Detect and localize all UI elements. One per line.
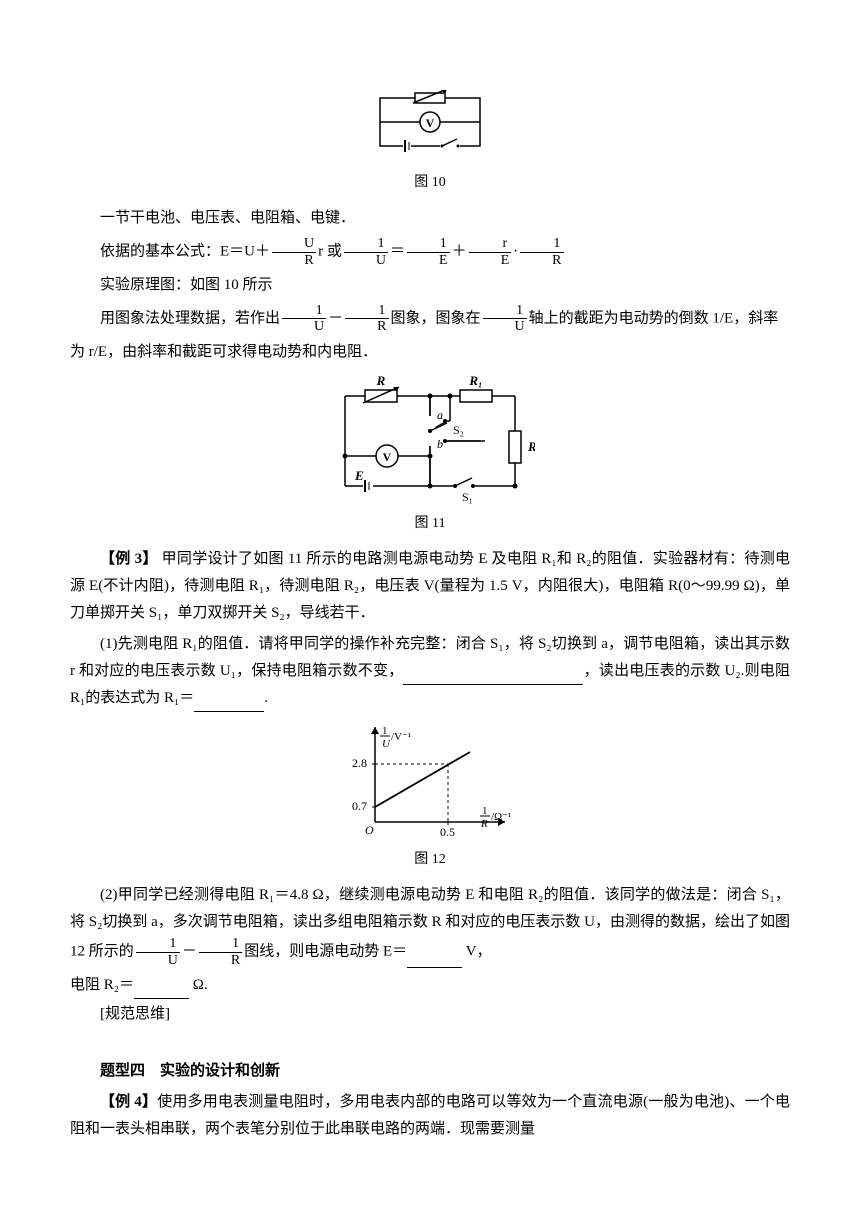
page-content: V 图 10 一节干电池、电压表、电阻箱、电键． 依据的基本公式：E＝U＋URr… — [70, 90, 790, 1143]
figure-10: V 图 10 — [70, 90, 790, 195]
svg-text:R: R — [376, 376, 386, 388]
blank-3 — [407, 950, 462, 968]
text-line2: 依据的基本公式：E＝U＋URr 或1U＝1E＋rE·1R — [70, 236, 790, 268]
svg-text:/V⁻¹: /V⁻¹ — [391, 731, 411, 743]
svg-text:O: O — [365, 823, 374, 837]
svg-text:U: U — [382, 738, 391, 750]
example3-text: 【例 3】 甲同学设计了如图 11 所示的电路测电源电动势 E 及电阻 R₁和 … — [70, 546, 790, 627]
q2-text: (2)甲同学已经测得电阻 R₁＝4.8 Ω，继续测电源电动势 E 和电阻 R₂的… — [70, 882, 790, 968]
note: [规范思维] — [70, 1001, 790, 1028]
svg-text:a: a — [437, 408, 443, 422]
svg-text:S₁: S₁ — [462, 490, 473, 504]
blank-1 — [403, 667, 583, 685]
example3-q1: (1)先测电阻 R₁的阻值．请将甲同学的操作补充完整：闭合 S₁，将 S₂切换到… — [70, 631, 790, 712]
blank-4 — [134, 981, 189, 999]
graph-fig12: 1 U /V⁻¹ 1 R /Ω⁻¹ 2.8 0.7 0.5 O — [340, 722, 520, 842]
svg-text:0.7: 0.7 — [352, 799, 367, 813]
example4-text: 【例 4】使用多用电表测量电阻时，多用电表内部的电路可以等效为一个直流电源(一般… — [70, 1089, 790, 1143]
svg-text:1: 1 — [482, 805, 488, 817]
circuit-fig11: R R₁ a b S₂ — [325, 376, 535, 506]
svg-text:1: 1 — [382, 725, 388, 737]
text-line4: 用图象法处理数据，若作出1U－1R图象，图象在1U轴上的截距为电动势的倒数 1/… — [70, 303, 790, 335]
example3-title: 【例 3】 — [100, 551, 158, 567]
section4-title: 题型四 实验的设计和创新 — [70, 1058, 790, 1085]
svg-text:0.5: 0.5 — [440, 825, 455, 839]
svg-text:E: E — [354, 468, 364, 483]
svg-text:V: V — [426, 116, 435, 130]
svg-text:S₂: S₂ — [453, 423, 464, 437]
text-line5: 为 r/E，由斜率和截距可求得电动势和内电阻． — [70, 339, 790, 366]
svg-text:V: V — [383, 450, 392, 464]
blank-2 — [194, 694, 264, 712]
fig10-caption: 图 10 — [70, 170, 790, 195]
svg-text:R₁: R₁ — [468, 376, 482, 388]
svg-text:R: R — [480, 818, 488, 830]
figure-11: R R₁ a b S₂ — [70, 376, 790, 536]
figure-12: 1 U /V⁻¹ 1 R /Ω⁻¹ 2.8 0.7 0.5 O 图 12 — [70, 722, 790, 872]
text-line1: 一节干电池、电压表、电阻箱、电键． — [70, 205, 790, 232]
fig11-caption: 图 11 — [70, 511, 790, 536]
svg-text:b: b — [437, 437, 443, 451]
q2-line2: 电阻 R₂＝ Ω. — [70, 972, 790, 999]
circuit-fig10: V — [365, 90, 495, 165]
fig12-caption: 图 12 — [70, 847, 790, 872]
svg-text:2.8: 2.8 — [352, 756, 367, 770]
svg-text:/Ω⁻¹: /Ω⁻¹ — [491, 811, 511, 823]
svg-text:R₂: R₂ — [527, 439, 535, 454]
text-line3: 实验原理图：如图 10 所示 — [70, 272, 790, 299]
example4-title: 【例 4】 — [100, 1094, 157, 1110]
